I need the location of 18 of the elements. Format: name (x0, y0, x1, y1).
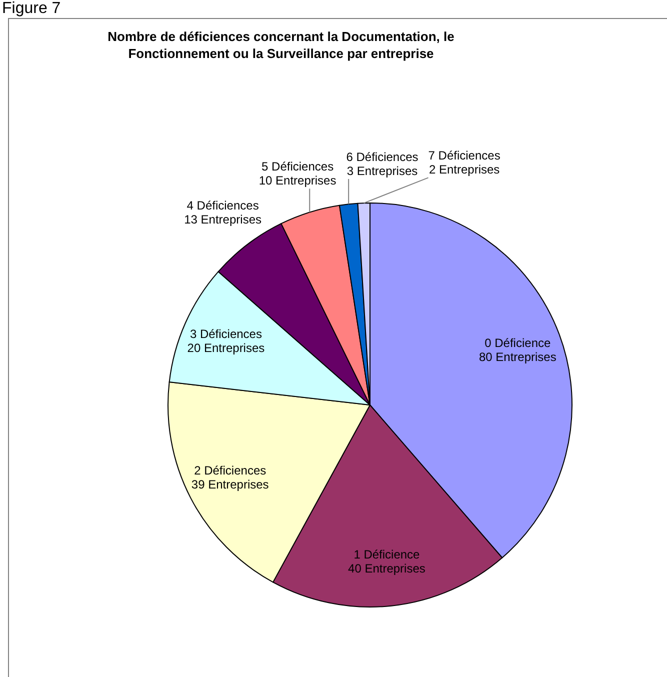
slice-label: 2 Déficiences (194, 463, 266, 478)
caption: Figure 7 (2, 0, 61, 17)
slice-label: 7 Déficiences (428, 148, 500, 163)
slice-label: 3 Déficiences (190, 327, 262, 342)
data-label: 39 Entreprises (191, 477, 269, 492)
slice-label: 1 Déficience (354, 548, 420, 562)
chart-title: Nombre de déficiences concernant la Documentation, le Fonctionnement ou la Surveillance par entreprise (108, 29, 454, 61)
slice-label: 6 Déficiences (346, 150, 418, 164)
data-label: 2 Entreprises (428, 162, 500, 177)
data-label: 10 Entreprises (258, 174, 336, 188)
data-label: 3 Entreprises (346, 164, 418, 178)
slice-label: 4 Déficiences (186, 198, 259, 212)
data-label: 13 Entreprises (184, 212, 262, 226)
data-label: 20 Entreprises (187, 341, 265, 356)
slice-label: 5 Déficiences (262, 160, 334, 174)
data-label: 40 Entreprises (348, 562, 426, 576)
data-label: 80 Entreprises (478, 350, 556, 364)
slice-label: 0 Déficience (484, 336, 551, 350)
